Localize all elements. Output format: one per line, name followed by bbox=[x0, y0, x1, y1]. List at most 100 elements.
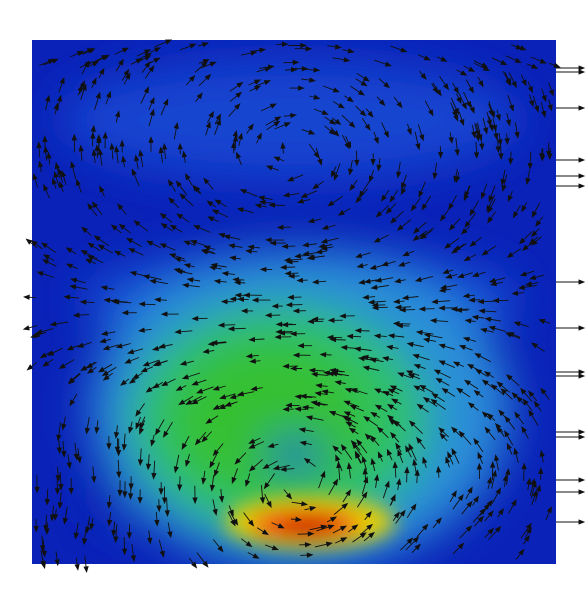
vector-arrow bbox=[397, 372, 412, 379]
vector-arrow bbox=[56, 440, 62, 455]
vector-arrow bbox=[302, 242, 318, 248]
vector-arrow bbox=[121, 68, 130, 81]
vector-arrow bbox=[471, 314, 485, 321]
vector-arrow bbox=[301, 404, 314, 411]
vector-arrow bbox=[497, 508, 504, 518]
vector-arrow bbox=[91, 201, 103, 216]
vector-arrow bbox=[451, 447, 460, 464]
vector-arrow bbox=[125, 237, 142, 247]
vector-arrow bbox=[249, 358, 261, 364]
vector-arrow bbox=[445, 273, 458, 279]
vector-arrow bbox=[202, 348, 215, 354]
vector-arrow bbox=[326, 334, 343, 341]
vector-arrow bbox=[193, 225, 211, 233]
vector-arrow bbox=[511, 290, 525, 296]
vector-arrow bbox=[474, 353, 492, 363]
vector-arrow bbox=[284, 270, 299, 277]
vector-arrow bbox=[447, 451, 454, 465]
vector-arrow bbox=[128, 476, 134, 491]
vector-arrow bbox=[218, 489, 225, 503]
vector-arrow bbox=[85, 258, 96, 265]
vector-arrow bbox=[462, 336, 477, 343]
vector-arrow bbox=[175, 180, 188, 196]
vector-arrow bbox=[57, 492, 63, 510]
vector-arrow bbox=[115, 438, 122, 457]
vector-arrow bbox=[508, 151, 514, 166]
vector-arrow bbox=[530, 342, 545, 352]
vector-arrow bbox=[248, 79, 262, 86]
vector-arrow bbox=[386, 403, 398, 411]
vector-arrow bbox=[118, 223, 131, 234]
vector-arrow bbox=[488, 185, 496, 203]
vector-arrow bbox=[508, 72, 517, 89]
vector-arrow bbox=[521, 462, 527, 481]
vector-arrow bbox=[79, 299, 95, 305]
vector-arrow bbox=[155, 419, 165, 436]
vector-arrow bbox=[548, 82, 554, 97]
vector-arrow bbox=[283, 489, 293, 500]
vector-arrow bbox=[68, 478, 74, 495]
vector-arrow bbox=[300, 552, 314, 558]
vector-arrow bbox=[273, 156, 285, 162]
vector-arrow bbox=[249, 85, 262, 92]
vector-arrow bbox=[450, 102, 458, 118]
vector-arrow bbox=[418, 54, 431, 61]
vector-arrow bbox=[556, 519, 586, 525]
vector-arrow bbox=[289, 365, 303, 372]
vector-arrow bbox=[300, 190, 318, 198]
vector-arrow bbox=[94, 91, 101, 110]
vector-arrow bbox=[280, 142, 286, 154]
vector-arrow bbox=[297, 531, 315, 537]
vector-arrow bbox=[423, 332, 443, 339]
vector-arrow bbox=[469, 236, 483, 247]
vector-arrow bbox=[448, 132, 454, 144]
vector-arrow bbox=[240, 308, 254, 314]
vector-arrow bbox=[346, 333, 362, 340]
vector-arrow bbox=[527, 81, 533, 94]
vector-arrow bbox=[229, 296, 245, 302]
vector-arrow bbox=[139, 416, 146, 430]
vector-arrow bbox=[293, 66, 309, 72]
vector-arrow bbox=[212, 385, 226, 391]
vector-arrow bbox=[26, 361, 38, 371]
vector-arrow bbox=[528, 94, 534, 108]
vector-arrow bbox=[229, 255, 241, 261]
vector-arrow bbox=[524, 281, 539, 287]
vector-arrow bbox=[505, 112, 512, 127]
vector-arrow bbox=[236, 151, 242, 166]
vector-arrow bbox=[169, 224, 183, 233]
vector-arrow bbox=[374, 59, 392, 67]
vector-arrow bbox=[404, 466, 410, 483]
vector-arrow bbox=[212, 404, 224, 410]
vector-arrow bbox=[185, 453, 191, 467]
vector-arrow bbox=[527, 151, 533, 170]
vector-arrow bbox=[452, 82, 459, 95]
vector-arrow bbox=[212, 499, 218, 516]
vector-arrow bbox=[91, 54, 109, 64]
vector-arrow bbox=[480, 183, 488, 200]
vector-arrow bbox=[538, 467, 544, 480]
vector-arrow bbox=[374, 404, 388, 412]
vector-arrow bbox=[294, 394, 313, 400]
vector-arrow bbox=[290, 516, 303, 523]
vector-arrow bbox=[90, 131, 96, 147]
vector-arrow bbox=[412, 354, 430, 361]
vector-arrow bbox=[350, 85, 365, 96]
vector-arrow bbox=[87, 61, 99, 68]
vector-arrow bbox=[335, 537, 348, 544]
vector-arrow bbox=[117, 480, 123, 497]
vector-arrow bbox=[328, 478, 339, 496]
vector-arrow bbox=[70, 277, 87, 284]
vector-arrow bbox=[207, 216, 219, 223]
vector-arrow bbox=[373, 388, 389, 396]
vector-arrow bbox=[390, 431, 400, 443]
vector-arrow bbox=[205, 415, 219, 424]
vector-arrow bbox=[142, 274, 162, 280]
vector-arrow bbox=[254, 203, 267, 209]
vector-arrow bbox=[158, 539, 165, 558]
vector-arrow bbox=[472, 507, 486, 523]
vector-arrow bbox=[114, 47, 130, 55]
vector-arrow bbox=[387, 388, 400, 395]
vector-arrow bbox=[282, 192, 300, 198]
vector-arrow bbox=[139, 420, 146, 435]
